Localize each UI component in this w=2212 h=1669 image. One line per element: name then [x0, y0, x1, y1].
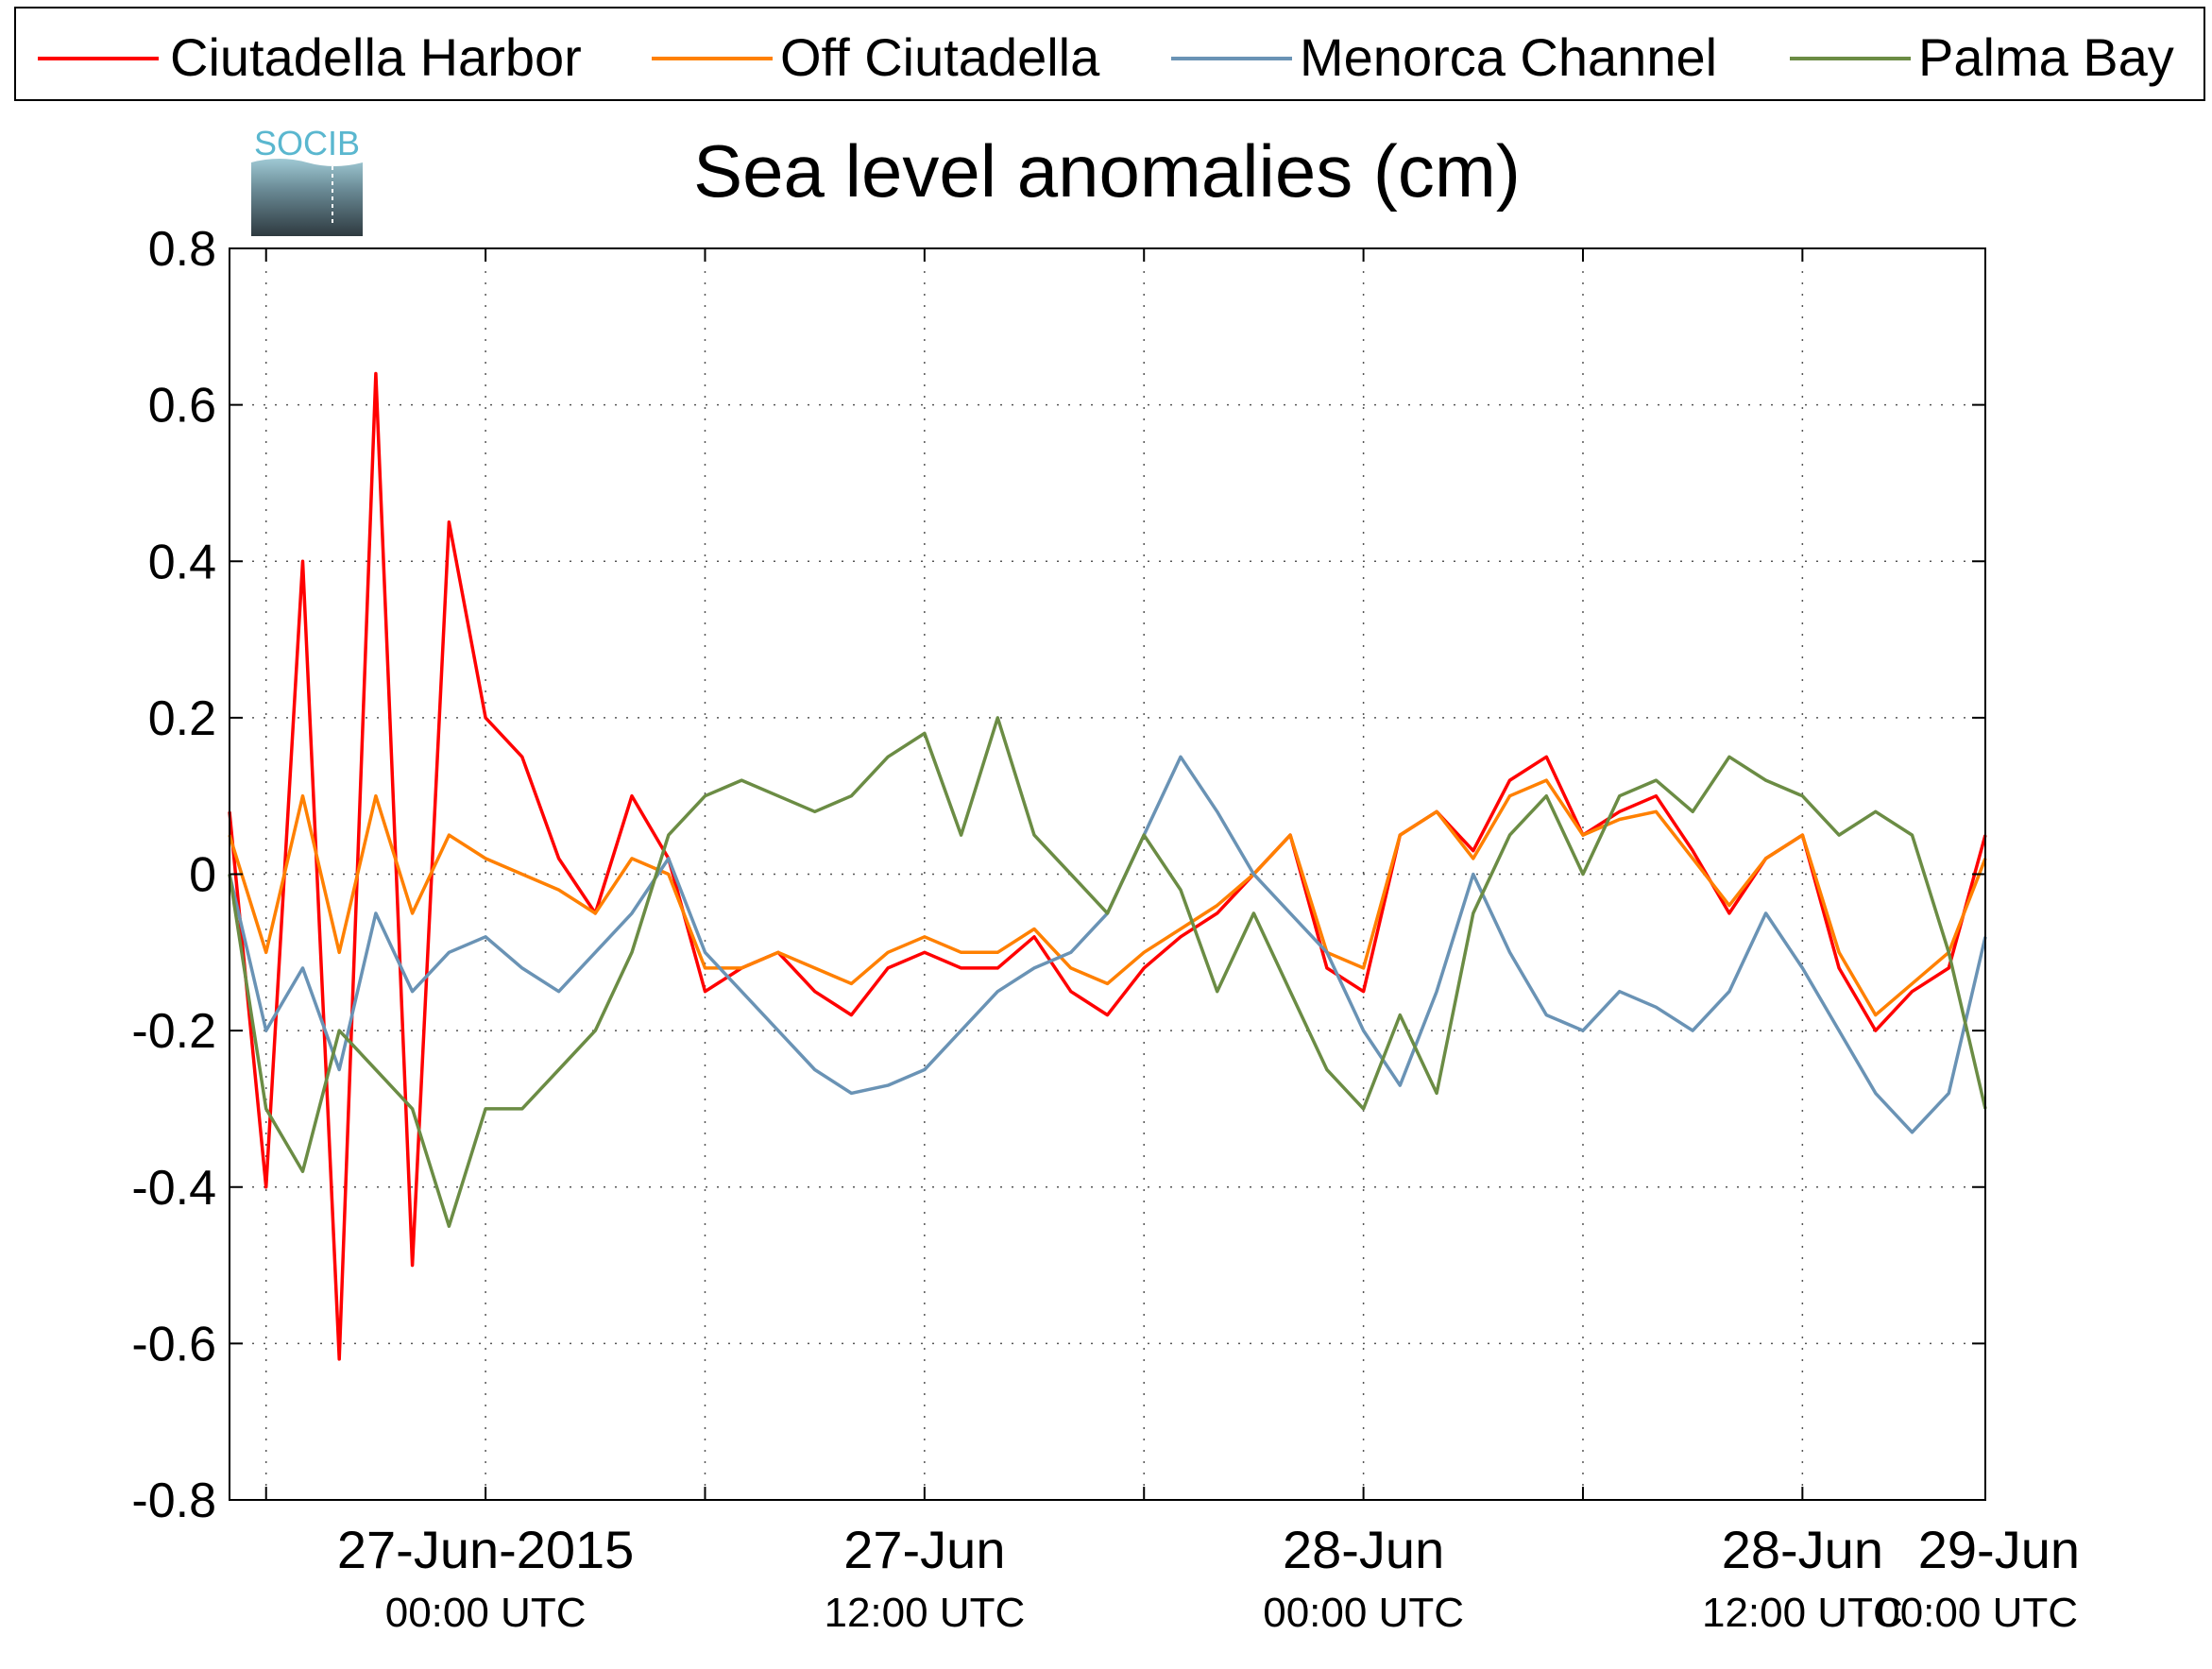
socib-logo-text: SOCIB	[254, 124, 360, 162]
x-tick-date-label: 27-Jun	[843, 1520, 1005, 1579]
y-tick-label: -0.2	[131, 1004, 216, 1059]
series-line-palma-bay	[228, 716, 1987, 1228]
series-layer	[228, 371, 1987, 1361]
x-tick-time-label: 12:00 UTC	[1702, 1590, 1903, 1636]
y-tick-label: -0.4	[131, 1161, 216, 1216]
x-axis: 27-Jun-2015 00:00 UTC 27-Jun 12:00 UTC 28-Ju…	[264, 248, 2080, 1636]
y-tick-label: 0.2	[148, 691, 216, 746]
legend-frame	[14, 7, 2205, 101]
legend-label-palma-bay: Palma Bay	[1918, 27, 2174, 87]
x-tick-date-label: 28-Jun	[1722, 1520, 1883, 1579]
socib-logo-wave	[251, 159, 363, 236]
y-tick-label: -0.8	[131, 1473, 216, 1528]
legend-label-ciutadella-harbor: Ciutadella Harbor	[170, 27, 582, 87]
x-tick-date-label: 29-Jun	[1918, 1520, 2080, 1579]
x-tick-time-label: 12:00 UTC	[824, 1590, 1025, 1636]
chart-title: Sea level anomalies (cm)	[693, 129, 1521, 213]
x-tick-time-label: 00:00 UTC	[385, 1590, 587, 1636]
series-line-ciutadella-harbor	[228, 371, 1987, 1361]
socib-logo: SOCIB	[251, 124, 363, 236]
x-tick-time-label: 00:00 UTC	[1877, 1590, 2078, 1636]
y-axis: -0.8 -0.6 -0.4 -0.2 0 0.2 0.4 0.6 0.8	[131, 222, 1985, 1528]
legend-label-menorca-channel: Menorca Channel	[1300, 27, 1717, 87]
y-tick-label: 0.4	[148, 535, 216, 589]
y-tick-label: -0.6	[131, 1317, 216, 1371]
x-tick-date-label: 27-Jun-2015	[337, 1520, 634, 1579]
y-tick-label: 0.8	[148, 222, 216, 277]
y-tick-label: 0	[189, 848, 216, 903]
legend: Ciutadella Harbor Off Ciutadella Menorca…	[14, 7, 2205, 101]
x-tick-time-label: 00:00 UTC	[1263, 1590, 1464, 1636]
series-line-off-ciutadella	[228, 778, 1987, 1017]
x-tick-date-label: 28-Jun	[1283, 1520, 1444, 1579]
y-tick-label: 0.6	[148, 379, 216, 434]
legend-label-off-ciutadella: Off Ciutadella	[780, 27, 1100, 87]
